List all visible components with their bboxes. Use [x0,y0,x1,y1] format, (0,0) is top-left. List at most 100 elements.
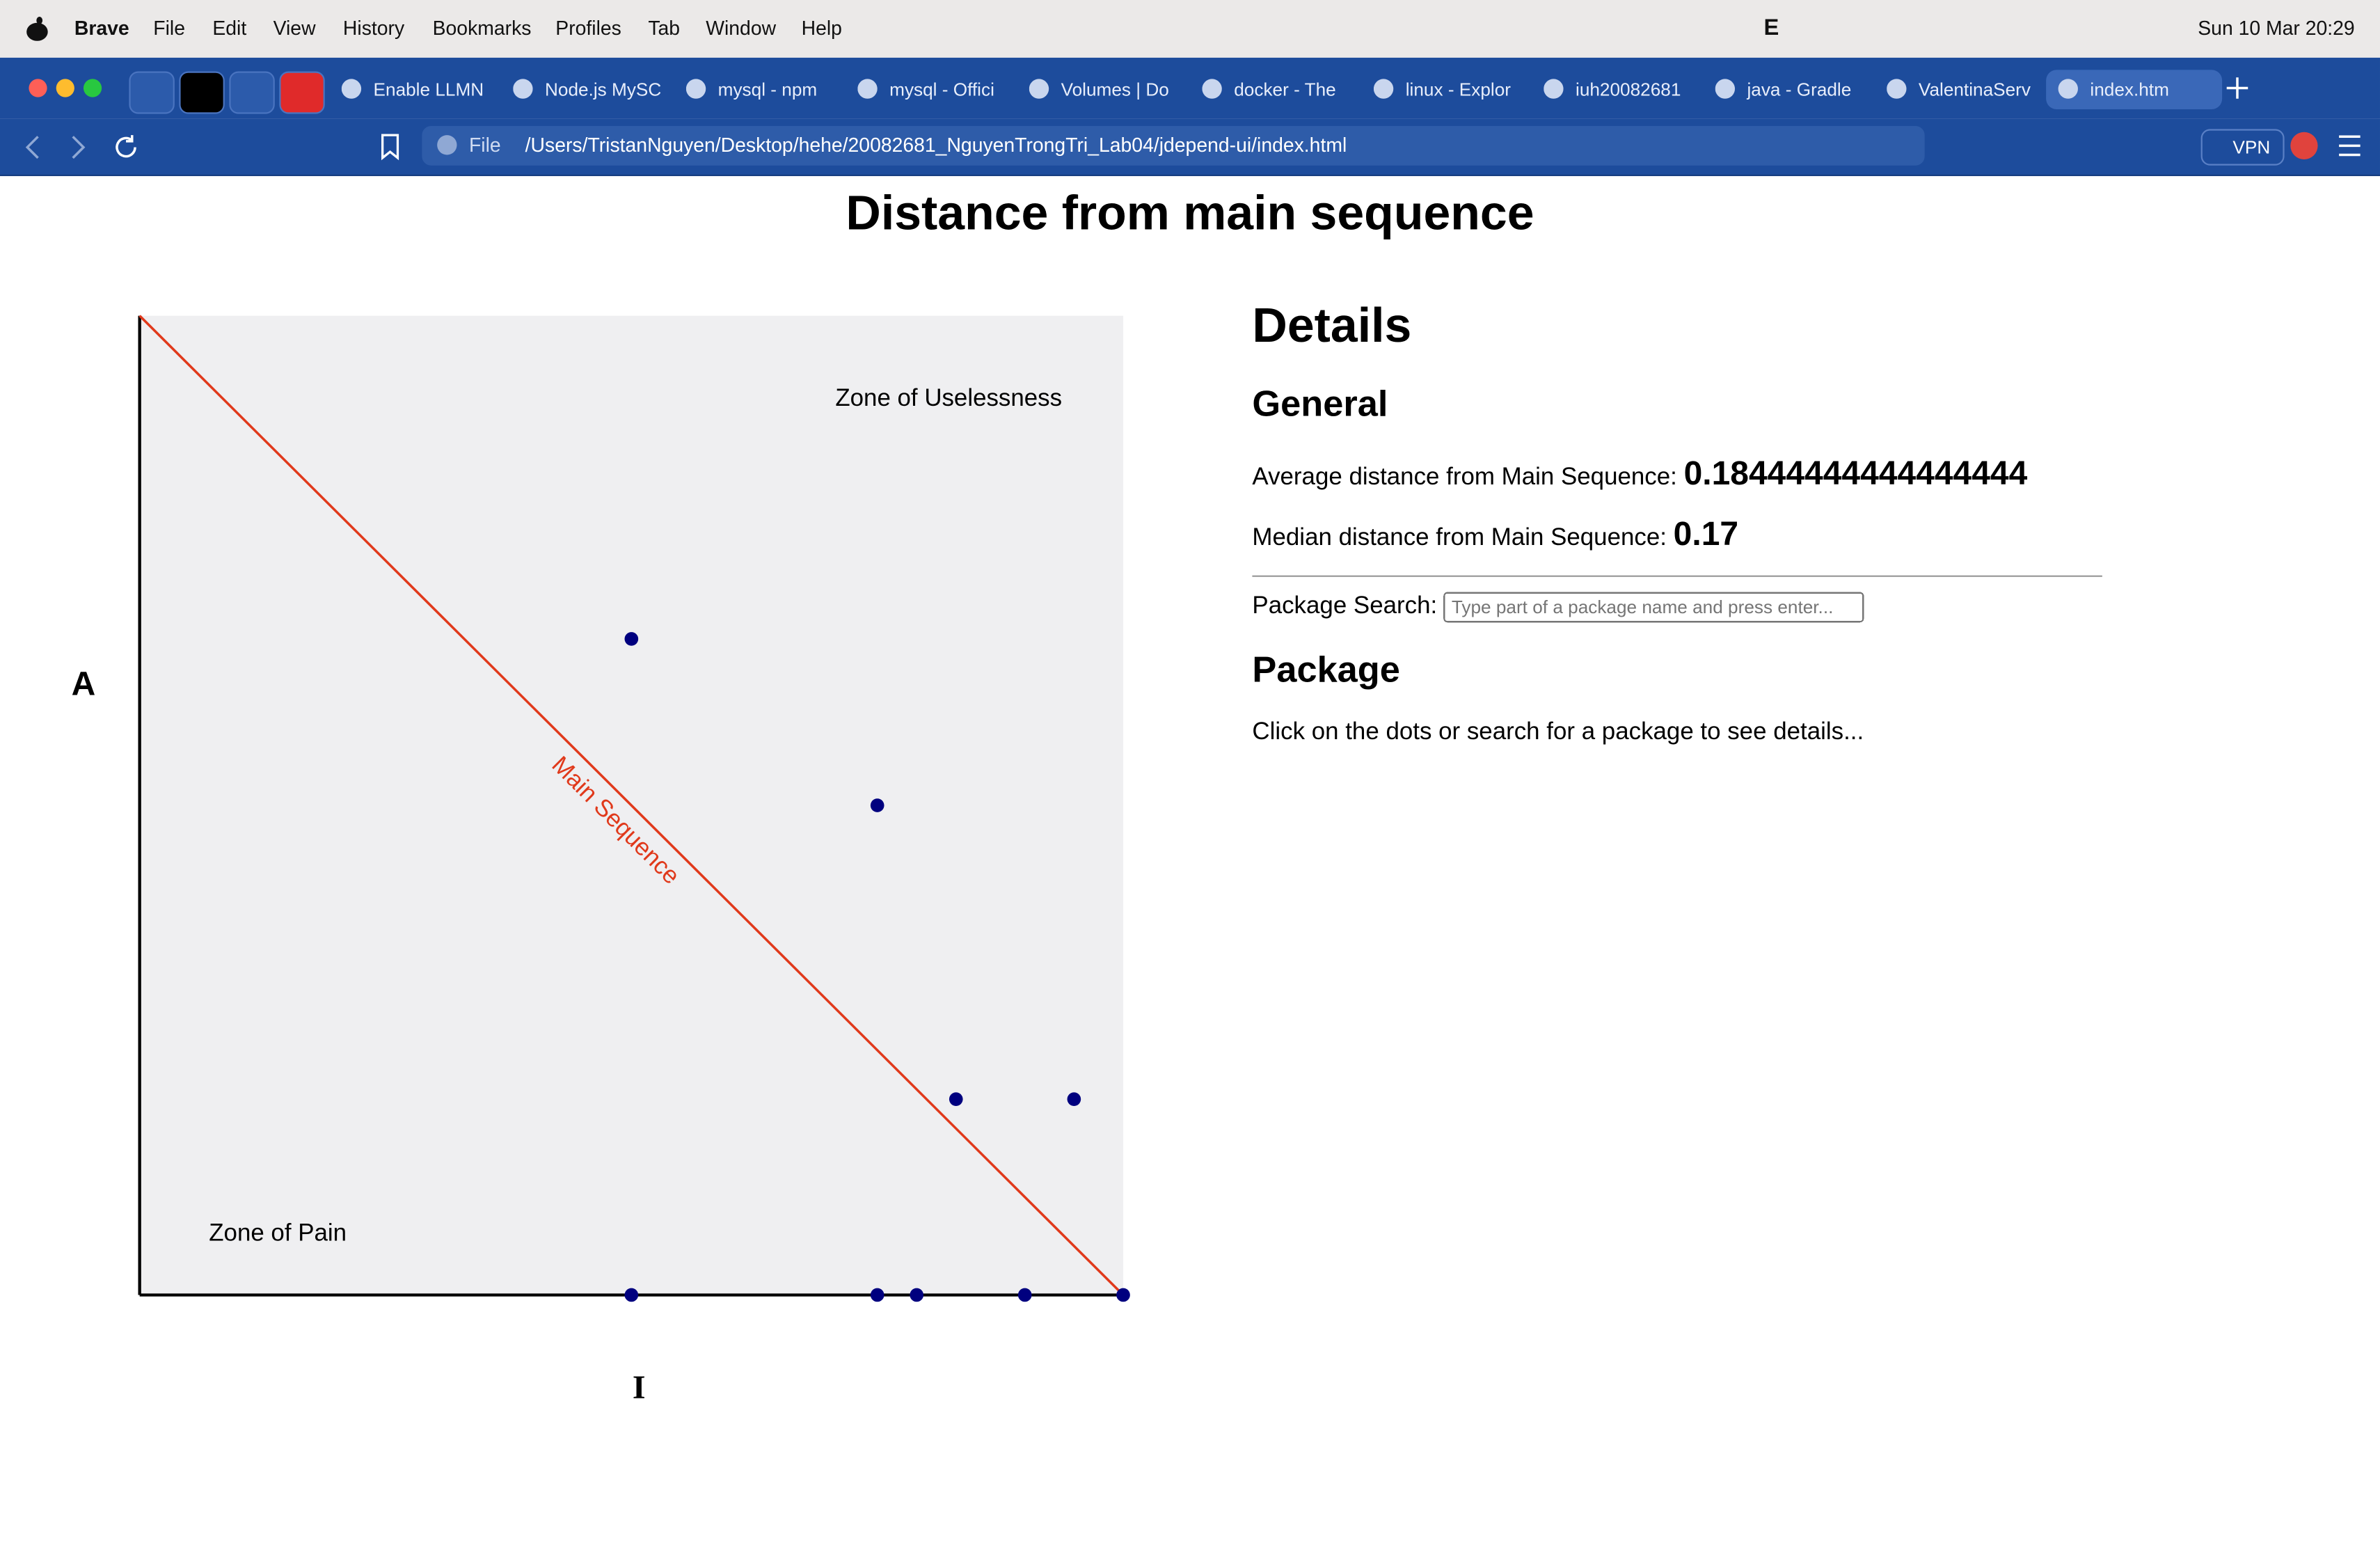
data-point[interactable] [910,1288,924,1302]
pinned-tab[interactable] [229,71,275,114]
tab-icon [1887,79,1907,99]
tab[interactable]: iuh20082681 [1544,70,1695,109]
package-hint: Click on the dots or search for a packag… [1252,719,1864,745]
tab-bar: Enable LLMN Node.js MySC mysql - npm mysql … [0,57,2380,119]
data-point[interactable] [624,632,639,646]
tab-icon [2058,79,2078,99]
median-label: Median distance from Main Sequence: [1252,525,1667,551]
clock[interactable]: Sun 10 Mar 20:29 [2198,16,2355,40]
tab-title: iuh20082681 [1576,79,1681,100]
data-point[interactable] [870,1288,884,1302]
tab[interactable]: index.htm [2046,70,2223,110]
back-button[interactable] [25,136,39,159]
data-point[interactable] [1017,1288,1032,1302]
data-point[interactable] [1116,1288,1130,1302]
menu-item[interactable]: History [342,16,405,40]
page-title: Distance from main sequence [846,185,1534,240]
minimize-button[interactable] [56,79,74,97]
tab-icon [685,79,706,99]
pinned-tab[interactable] [179,71,225,114]
close-button[interactable] [29,79,47,97]
y-axis-label: A [72,666,96,703]
tab-title: Volumes | Do [1061,79,1169,100]
tab[interactable]: docker - The [1202,70,1354,109]
tab[interactable]: linux - Explor [1373,70,1525,109]
tab[interactable]: mysql - Offici [857,70,1009,109]
tab-title: linux - Explor [1405,79,1511,100]
forward-button[interactable] [72,136,86,159]
url: /Users/TristanNguyen/Desktop/hehe/200826… [525,133,1347,157]
tab-icon [341,79,362,99]
median-value: 0.17 [1673,514,1739,553]
menu-item[interactable]: Window [706,16,777,40]
package-search-input[interactable] [1443,592,1865,623]
annotation: Zone of Uselessness [835,384,1062,411]
tab-icon [513,79,533,99]
annotation: Zone of Pain [209,1219,347,1246]
average-label: Average distance from Main Sequence: [1252,464,1677,491]
tab-title: mysql - Offici [889,79,994,100]
tab-title: ValentinaServ [1918,79,2031,100]
tab[interactable]: Volumes | Do [1029,70,1181,109]
address-bar[interactable]: File /Users/TristanNguyen/Desktop/hehe/2… [422,126,1925,166]
window-controls [29,79,102,97]
details-panel: Details General Average distance from Ma… [1252,288,2102,768]
vpn-button[interactable]: VPN [2200,129,2284,166]
scheme-label: File [468,133,501,157]
tab-title: mysql - npm [717,79,818,100]
menu-item[interactable]: Tab [648,16,681,40]
tab-title: Enable LLMN [373,79,484,100]
tab-icon [1715,79,1736,99]
info-icon[interactable] [437,135,457,155]
search-label: Package Search: [1252,593,1438,619]
apple-logo[interactable] [26,16,49,41]
profile-button[interactable] [2290,132,2318,160]
average-value: 0.18444444444444444 [1683,454,2028,492]
main-sequence-line [138,315,1125,1296]
divider [1252,575,2102,577]
data-point[interactable] [1067,1092,1081,1106]
nav-buttons [25,135,136,159]
tab-title: index.htm [2090,79,2169,100]
menu-item[interactable]: Help [801,16,842,40]
toolbar-icons [2290,132,2361,160]
tab[interactable]: Node.js MySC [513,70,665,109]
data-point[interactable] [949,1092,963,1106]
bookmark-button[interactable] [379,134,401,161]
tab[interactable]: java - Gradle [1715,70,1867,109]
menu-item[interactable]: File [153,16,185,40]
tab-icon [857,79,878,99]
tab[interactable]: ValentinaServ [1887,70,2038,109]
tab-icon [1202,79,1222,99]
tab[interactable]: Enable LLMN [341,70,493,109]
menu-item[interactable]: View [273,16,316,40]
tab[interactable]: mysql - npm [685,70,838,109]
package-heading: Package [1252,649,1400,691]
tab-title: Node.js MySC [545,79,662,100]
pinned-tab[interactable] [279,71,325,114]
tab-icon [1544,79,1564,99]
menu-bar: Brave File Edit View History Bookmarks Profil… [0,0,2380,58]
menu-button[interactable] [2339,135,2361,157]
new-tab-button[interactable] [2226,76,2250,100]
data-point[interactable] [624,1288,639,1302]
menu-item[interactable]: Bookmarks [432,16,532,40]
pinned-tab[interactable] [129,71,175,114]
reload-button[interactable] [116,135,136,158]
x-axis-label: I [633,1369,646,1406]
tab-title: docker - The [1234,79,1336,100]
tab-title: java - Gradle [1747,79,1852,100]
tab-icon [1029,79,1049,99]
details-heading: Details [1252,297,1412,353]
app-name[interactable]: Brave [74,16,129,40]
menu-item[interactable]: Profiles [555,16,621,40]
menu-item[interactable]: Edit [212,16,247,40]
zoom-button[interactable] [83,79,102,97]
data-point[interactable] [870,798,884,812]
general-heading: General [1252,384,1388,425]
status-icon[interactable]: E [1763,15,1779,41]
